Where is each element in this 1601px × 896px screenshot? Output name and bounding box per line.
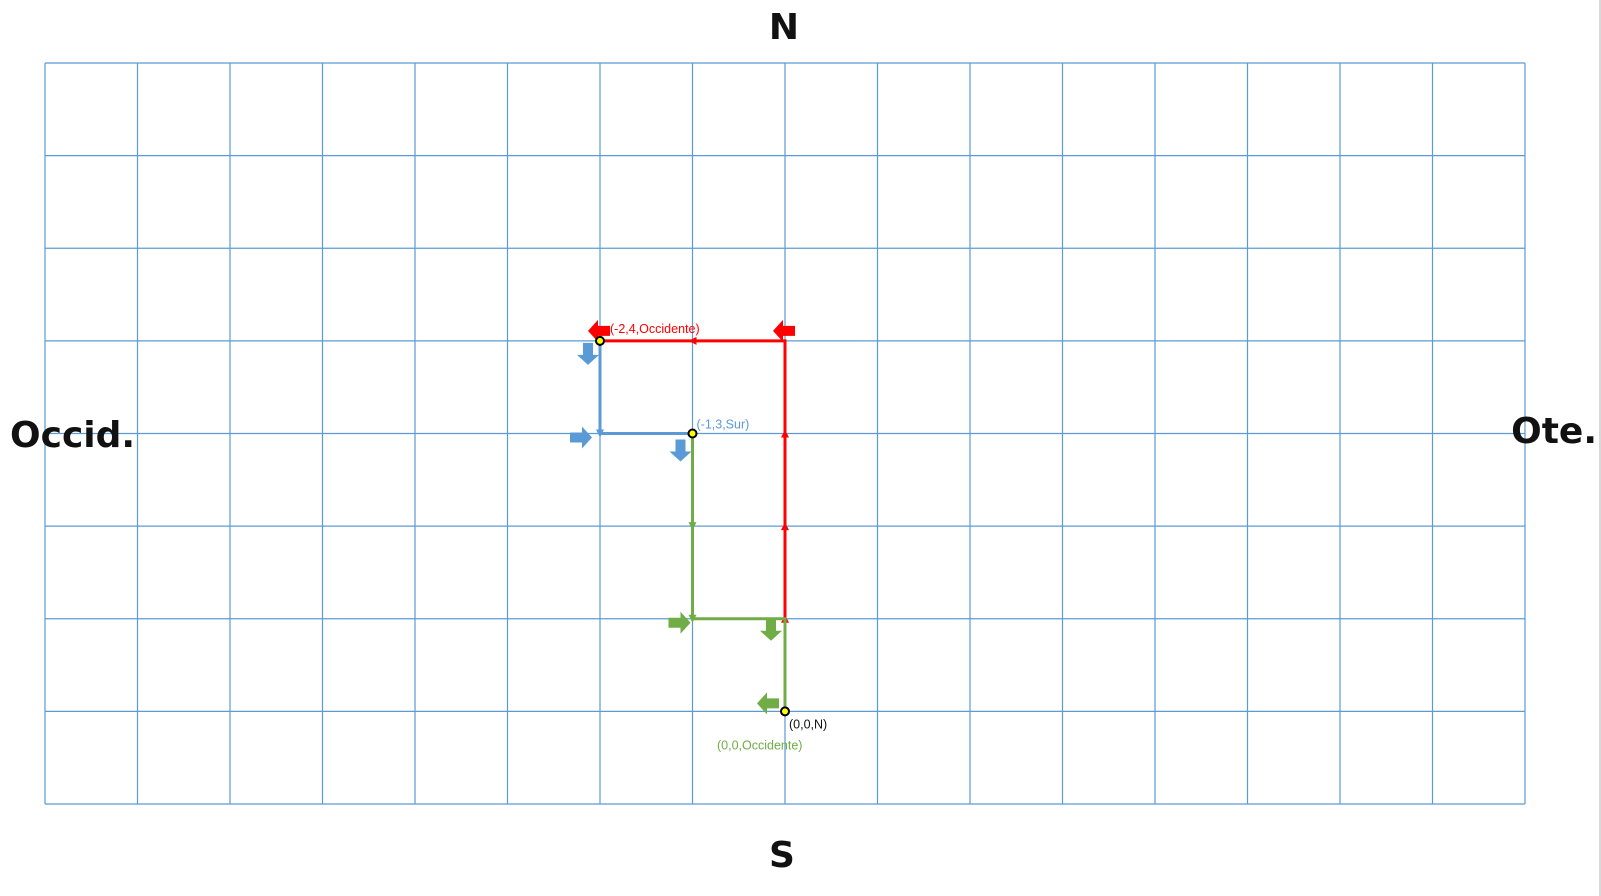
position-label: (-2,4,Occidente)	[610, 322, 700, 336]
position-marker	[687, 428, 698, 439]
path-arrowhead	[596, 429, 604, 438]
position-labels: (-2,4,Occidente) (-1,3,Sur) (0,0,Occidente…	[595, 322, 827, 752]
path-arrowhead	[781, 429, 789, 438]
heading-arrow-south	[760, 618, 782, 641]
path-line	[600, 339, 787, 712]
path-arrowhead	[688, 614, 697, 623]
heading-arrow-west	[773, 319, 795, 342]
compass-south-label: S	[769, 835, 795, 876]
path-line	[598, 340, 693, 435]
red-path	[588, 319, 795, 712]
position-marker	[595, 335, 605, 346]
position-label: (-1,3,Sur)	[697, 418, 750, 432]
heading-arrow-south	[577, 342, 599, 365]
page-edge	[1599, 0, 1601, 896]
heading-arrow-west	[757, 692, 779, 715]
blue-path	[570, 340, 693, 462]
path-arrowhead	[688, 336, 697, 345]
heading-arrow-east	[668, 611, 691, 634]
position-label: (0,0,Occidente)	[717, 738, 802, 752]
path-arrowhead	[688, 522, 697, 531]
heading-arrow-south	[669, 439, 692, 462]
origin-label: (0,0,N)	[789, 717, 827, 731]
compass-west-label: Occid.	[10, 415, 136, 456]
path-arrowhead	[781, 522, 789, 531]
green-path	[668, 433, 787, 715]
path-line	[691, 433, 787, 712]
position-marker	[780, 706, 790, 717]
compass-east-label: Ote.	[1511, 411, 1597, 452]
route-paths	[570, 319, 795, 715]
heading-arrow-east	[570, 426, 592, 449]
compass-north-label: N	[768, 7, 800, 48]
heading-arrow-west	[588, 319, 610, 342]
